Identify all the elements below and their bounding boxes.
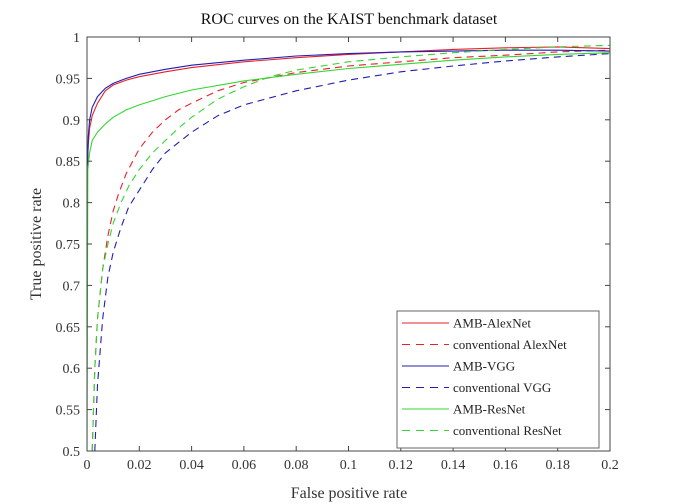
axes-layer: 0 0.02 0.04 0.06 0.08 0.1 0.12 0.14 0.16 0.18 0.2 0… — [56, 31, 619, 473]
x-axis-label: False positive rate — [291, 485, 407, 502]
legend-label: AMB-VGG — [453, 359, 515, 374]
chart-title: ROC curves on the KAIST benchmark datase… — [201, 11, 498, 28]
series-layer — [87, 44, 610, 451]
y-tick-label: 0.9 — [63, 114, 81, 129]
legend-box — [396, 310, 600, 449]
series-line-conventional-vgg — [94, 53, 610, 451]
y-tick-label: 0.95 — [56, 72, 81, 87]
y-tick-label: 0.7 — [63, 279, 81, 294]
x-tick-label: 0.2 — [601, 458, 619, 473]
y-tick-label: 0.65 — [56, 321, 81, 336]
x-tick-label: 0.02 — [127, 458, 152, 473]
series-line-conventional-resnet — [91, 44, 610, 451]
x-tick-label: 0.06 — [232, 458, 257, 473]
series-line-amb-resnet — [87, 52, 610, 451]
y-tick-label: 0.8 — [63, 197, 81, 212]
legend-label: conventional ResNet — [453, 423, 562, 438]
series-line-amb-vgg — [87, 49, 610, 187]
x-tick-label: 0.04 — [179, 458, 204, 473]
x-tick-label: 0 — [84, 458, 91, 473]
y-tick-label: 0.6 — [63, 362, 81, 377]
y-tick-label: 0.55 — [56, 404, 81, 419]
series-line-amb-alexnet — [87, 46, 610, 170]
y-tick-label: 0.75 — [56, 238, 81, 253]
legend-label: AMB-ResNet — [453, 402, 526, 417]
legend-label: AMB-AlexNet — [453, 316, 531, 331]
legend-label: conventional VGG — [453, 380, 551, 395]
legend: AMB-AlexNet conventional AlexNet AMB-VGG co… — [396, 310, 600, 449]
y-axis-label: True positive rate — [28, 188, 45, 300]
y-tick-label: 0.85 — [56, 155, 81, 170]
x-tick-label: 0.18 — [545, 458, 570, 473]
x-tick-label: 0.16 — [493, 458, 518, 473]
x-tick-label: 0.12 — [389, 458, 414, 473]
x-tick-label: 0.14 — [441, 458, 466, 473]
x-tick-label: 0.1 — [340, 458, 358, 473]
y-tick-label: 1 — [73, 31, 80, 46]
y-tick-label: 0.5 — [63, 445, 81, 460]
x-tick-label: 0.08 — [284, 458, 309, 473]
legend-label: conventional AlexNet — [453, 337, 567, 352]
